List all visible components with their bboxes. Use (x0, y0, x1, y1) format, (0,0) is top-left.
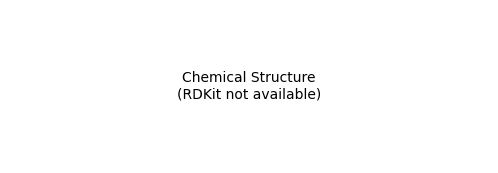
Text: Chemical Structure
(RDKit not available): Chemical Structure (RDKit not available) (177, 71, 321, 102)
